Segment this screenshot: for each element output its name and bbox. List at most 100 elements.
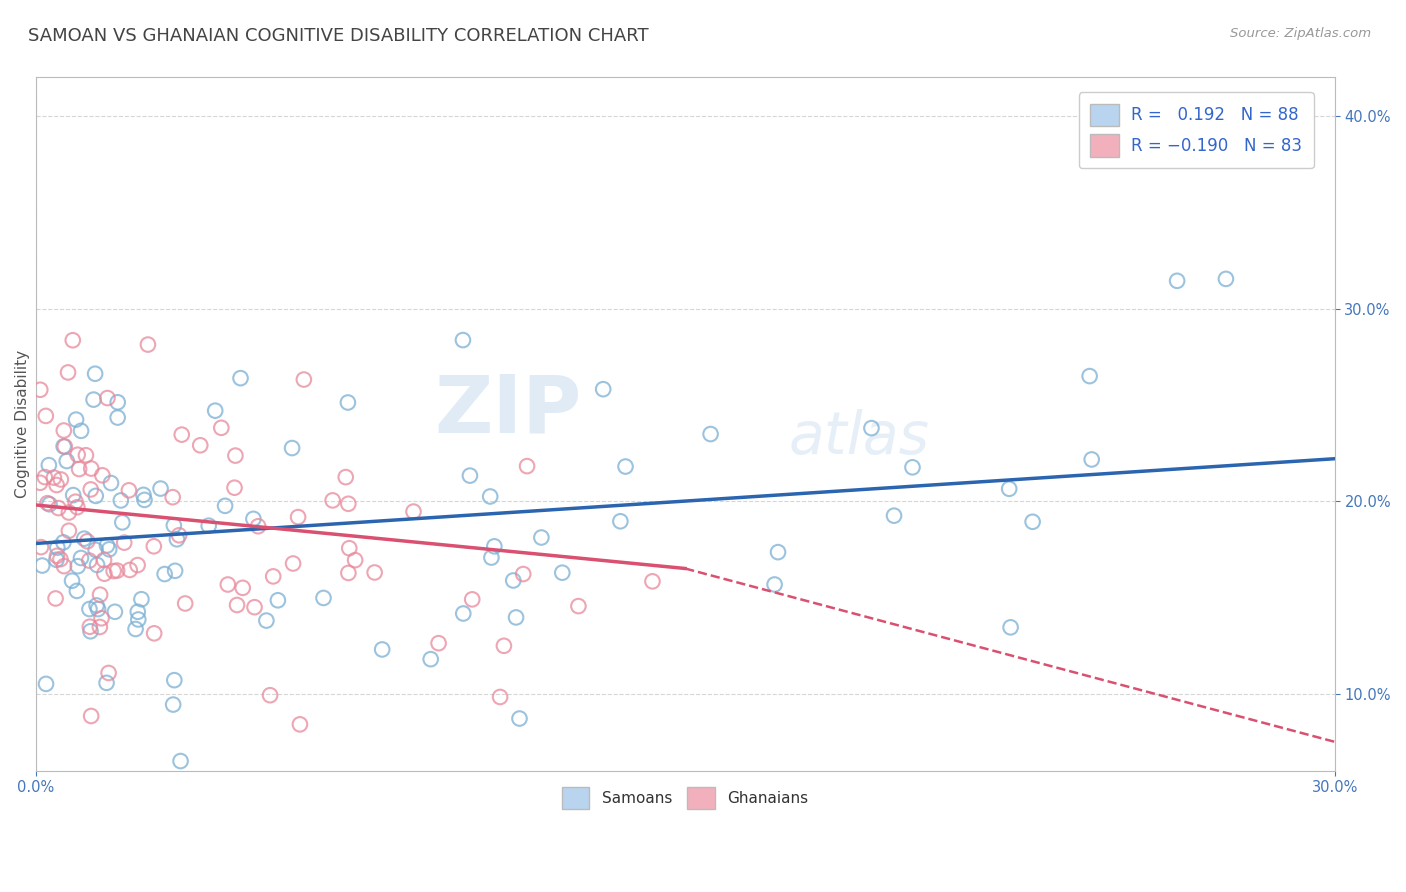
Point xyxy=(30,383,52,397)
Point xyxy=(46,541,69,555)
Point xyxy=(149,482,172,496)
Point xyxy=(96,539,118,553)
Point xyxy=(567,599,589,613)
Point xyxy=(87,602,110,616)
Point xyxy=(79,602,101,616)
Point xyxy=(96,676,118,690)
Point xyxy=(131,592,153,607)
Point xyxy=(53,559,76,574)
Point xyxy=(83,392,105,407)
Point xyxy=(766,545,789,559)
Point xyxy=(312,591,335,605)
Point xyxy=(169,754,191,768)
Point xyxy=(1021,515,1043,529)
Point xyxy=(98,542,121,557)
Point xyxy=(96,391,118,405)
Point xyxy=(66,448,89,462)
Point xyxy=(614,459,637,474)
Point xyxy=(336,395,359,409)
Point xyxy=(37,496,59,510)
Point xyxy=(427,636,450,650)
Point xyxy=(224,449,246,463)
Point xyxy=(344,553,367,567)
Point xyxy=(55,454,77,468)
Point xyxy=(143,626,166,640)
Text: Source: ZipAtlas.com: Source: ZipAtlas.com xyxy=(1230,27,1371,40)
Point xyxy=(90,611,112,625)
Point xyxy=(492,639,515,653)
Point xyxy=(73,532,96,546)
Point xyxy=(505,610,527,624)
Point xyxy=(229,371,252,385)
Point xyxy=(65,412,87,426)
Point xyxy=(322,493,344,508)
Point xyxy=(214,499,236,513)
Point xyxy=(1080,452,1102,467)
Point xyxy=(860,421,883,435)
Point xyxy=(58,524,80,538)
Point xyxy=(70,424,93,438)
Point xyxy=(419,652,441,666)
Point xyxy=(530,531,553,545)
Point xyxy=(232,581,254,595)
Point xyxy=(451,333,474,347)
Point xyxy=(197,518,219,533)
Point xyxy=(104,605,127,619)
Point xyxy=(110,493,132,508)
Point xyxy=(53,440,76,454)
Point xyxy=(62,488,84,502)
Point xyxy=(188,438,211,452)
Point xyxy=(62,333,84,347)
Point xyxy=(165,564,187,578)
Point xyxy=(262,569,284,583)
Point xyxy=(162,490,184,504)
Point xyxy=(998,482,1021,496)
Point xyxy=(512,567,534,582)
Point xyxy=(52,535,75,549)
Point xyxy=(489,690,512,704)
Point xyxy=(42,470,65,484)
Point xyxy=(337,566,360,580)
Point xyxy=(38,458,60,472)
Point xyxy=(174,597,197,611)
Point xyxy=(124,622,146,636)
Point xyxy=(30,475,52,490)
Point xyxy=(56,366,79,380)
Point xyxy=(132,488,155,502)
Point xyxy=(402,505,425,519)
Point xyxy=(34,470,56,484)
Point xyxy=(66,559,89,574)
Point xyxy=(204,403,226,417)
Point xyxy=(48,501,70,516)
Point xyxy=(89,588,111,602)
Point xyxy=(80,709,103,723)
Point xyxy=(242,512,264,526)
Point xyxy=(592,382,614,396)
Point xyxy=(49,552,72,566)
Point xyxy=(281,557,304,571)
Point xyxy=(127,605,149,619)
Point xyxy=(127,558,149,572)
Point xyxy=(45,591,67,606)
Point xyxy=(66,500,89,515)
Point xyxy=(136,337,159,351)
Point xyxy=(1166,274,1188,288)
Point xyxy=(371,642,394,657)
Point xyxy=(84,489,107,503)
Point xyxy=(76,534,98,549)
Point xyxy=(103,564,125,578)
Point xyxy=(254,614,277,628)
Point xyxy=(166,533,188,547)
Point xyxy=(52,439,75,453)
Point xyxy=(107,395,129,409)
Point xyxy=(453,607,475,621)
Y-axis label: Cognitive Disability: Cognitive Disability xyxy=(15,350,30,498)
Point xyxy=(134,492,156,507)
Point xyxy=(38,497,60,511)
Point xyxy=(502,574,524,588)
Point xyxy=(901,460,924,475)
Point xyxy=(45,478,67,492)
Point xyxy=(107,410,129,425)
Point xyxy=(111,516,134,530)
Point xyxy=(45,553,67,567)
